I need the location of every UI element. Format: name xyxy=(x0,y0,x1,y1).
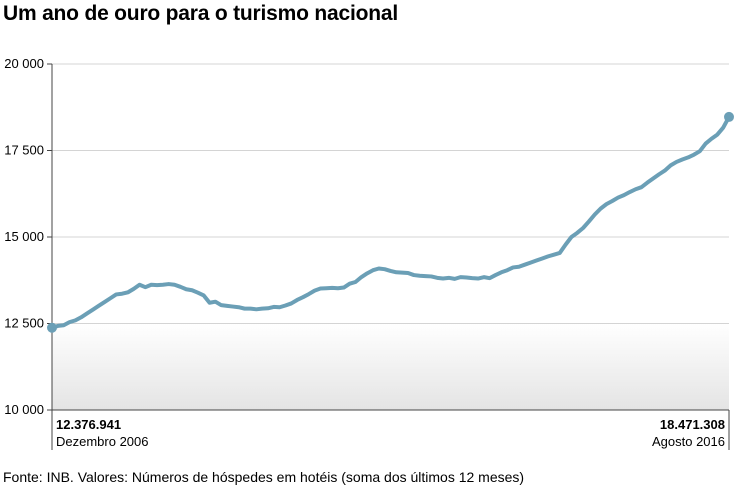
y-tick-labels: 10 000 12 500 15 000 17 500 20 000 xyxy=(4,56,44,417)
end-value-label: 18.471.308 xyxy=(660,417,725,432)
start-value-label: 12.376.941 xyxy=(56,417,121,432)
y-tick-label: 15 000 xyxy=(4,229,44,244)
y-tick-label: 20 000 xyxy=(4,56,44,71)
axes xyxy=(51,64,730,450)
end-point-marker xyxy=(724,111,734,122)
source-note: Fonte: INB. Valores: Números de hóspedes… xyxy=(3,469,525,485)
y-tick-label: 12 500 xyxy=(4,316,44,331)
y-tick-label: 17 500 xyxy=(4,143,44,158)
shaded-band-below-12500 xyxy=(52,323,729,410)
start-date-label: Dezembro 2006 xyxy=(56,434,149,449)
start-point-marker xyxy=(47,322,57,333)
chart-title: Um ano de ouro para o turismo nacional xyxy=(3,2,398,25)
gridlines xyxy=(47,63,729,411)
series-line xyxy=(50,114,731,330)
end-date-label: Agosto 2016 xyxy=(652,434,725,449)
line-chart: 10 000 12 500 15 000 17 500 20 000 12.376.94… xyxy=(4,56,734,450)
y-tick-label: 10 000 xyxy=(4,402,44,417)
